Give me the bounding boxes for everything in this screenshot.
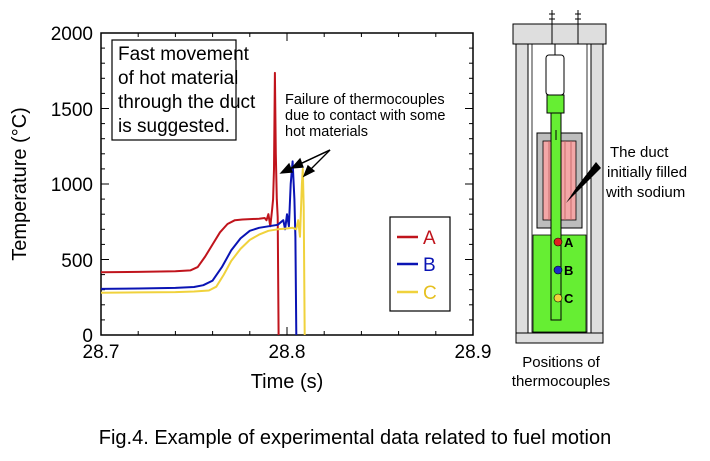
legend-label-c: C — [423, 283, 437, 304]
annotation-box — [111, 39, 237, 141]
positions-label-line: Positions of — [522, 354, 600, 371]
figure-caption: Fig.4. Example of experimental data rela… — [99, 427, 612, 449]
thermocouple-label-c: C — [564, 291, 574, 306]
thermocouple-a — [553, 237, 563, 247]
thermocouple-c — [553, 293, 563, 303]
y-tick-label: 1500 — [51, 100, 93, 121]
thermocouple-label-a: A — [564, 235, 574, 250]
x-tick-label: 28.7 — [83, 342, 120, 363]
duct-arrow — [566, 162, 601, 203]
x-axis-title: Time (s) — [251, 371, 324, 393]
duct — [550, 112, 562, 321]
thermocouple-b — [553, 265, 563, 275]
vessel-right-wall — [590, 42, 604, 344]
y-axis-title: Temperature (°C) — [9, 107, 31, 261]
failure-arrows — [279, 149, 331, 178]
series-line-b — [100, 160, 298, 336]
failure-note-line: hot materials — [285, 124, 368, 140]
y-tick-label: 2000 — [51, 24, 93, 45]
y-tick-label: 0 — [82, 326, 93, 347]
duct-label-line: initially filled — [607, 164, 687, 181]
top-rod-marks — [549, 13, 581, 20]
x-tick-label: 28.9 — [455, 342, 492, 363]
duct-head — [546, 94, 565, 114]
x-tick-label: 28.8 — [269, 342, 306, 363]
legend-label-a: A — [423, 228, 436, 249]
duct-label-line: with sodium — [605, 184, 685, 201]
failure-note-line: Failure of thermocouples — [285, 92, 445, 108]
series-line-c — [100, 167, 306, 336]
temperature-chart: 28.7 28.8 28.9 0 500 1000 1500 2000 Time… — [9, 24, 491, 393]
annotation-line: of hot material — [118, 68, 238, 89]
vessel-bottom — [515, 332, 604, 344]
failure-note-line: due to contact with some — [285, 108, 445, 124]
axis-ticks — [100, 32, 474, 336]
test-section-diagram: A B C The duct initially filled with sod… — [512, 10, 687, 390]
annotation-line: Fast movement — [118, 44, 250, 65]
series-line-a — [100, 71, 280, 336]
legend-label-b: B — [423, 255, 436, 276]
vessel-left-wall — [515, 42, 529, 344]
y-tick-label: 500 — [61, 251, 93, 272]
annotation-line: is suggested. — [118, 116, 230, 137]
series-layer — [100, 71, 306, 336]
duct-label-line: The duct — [610, 144, 669, 161]
upper-tube — [545, 54, 565, 96]
positions-label-line: thermocouples — [512, 373, 610, 390]
y-tick-label: 1000 — [51, 175, 93, 196]
thermocouple-label-b: B — [564, 263, 573, 278]
vessel-top-flange — [512, 23, 607, 45]
annotation-line: through the duct — [118, 92, 256, 113]
